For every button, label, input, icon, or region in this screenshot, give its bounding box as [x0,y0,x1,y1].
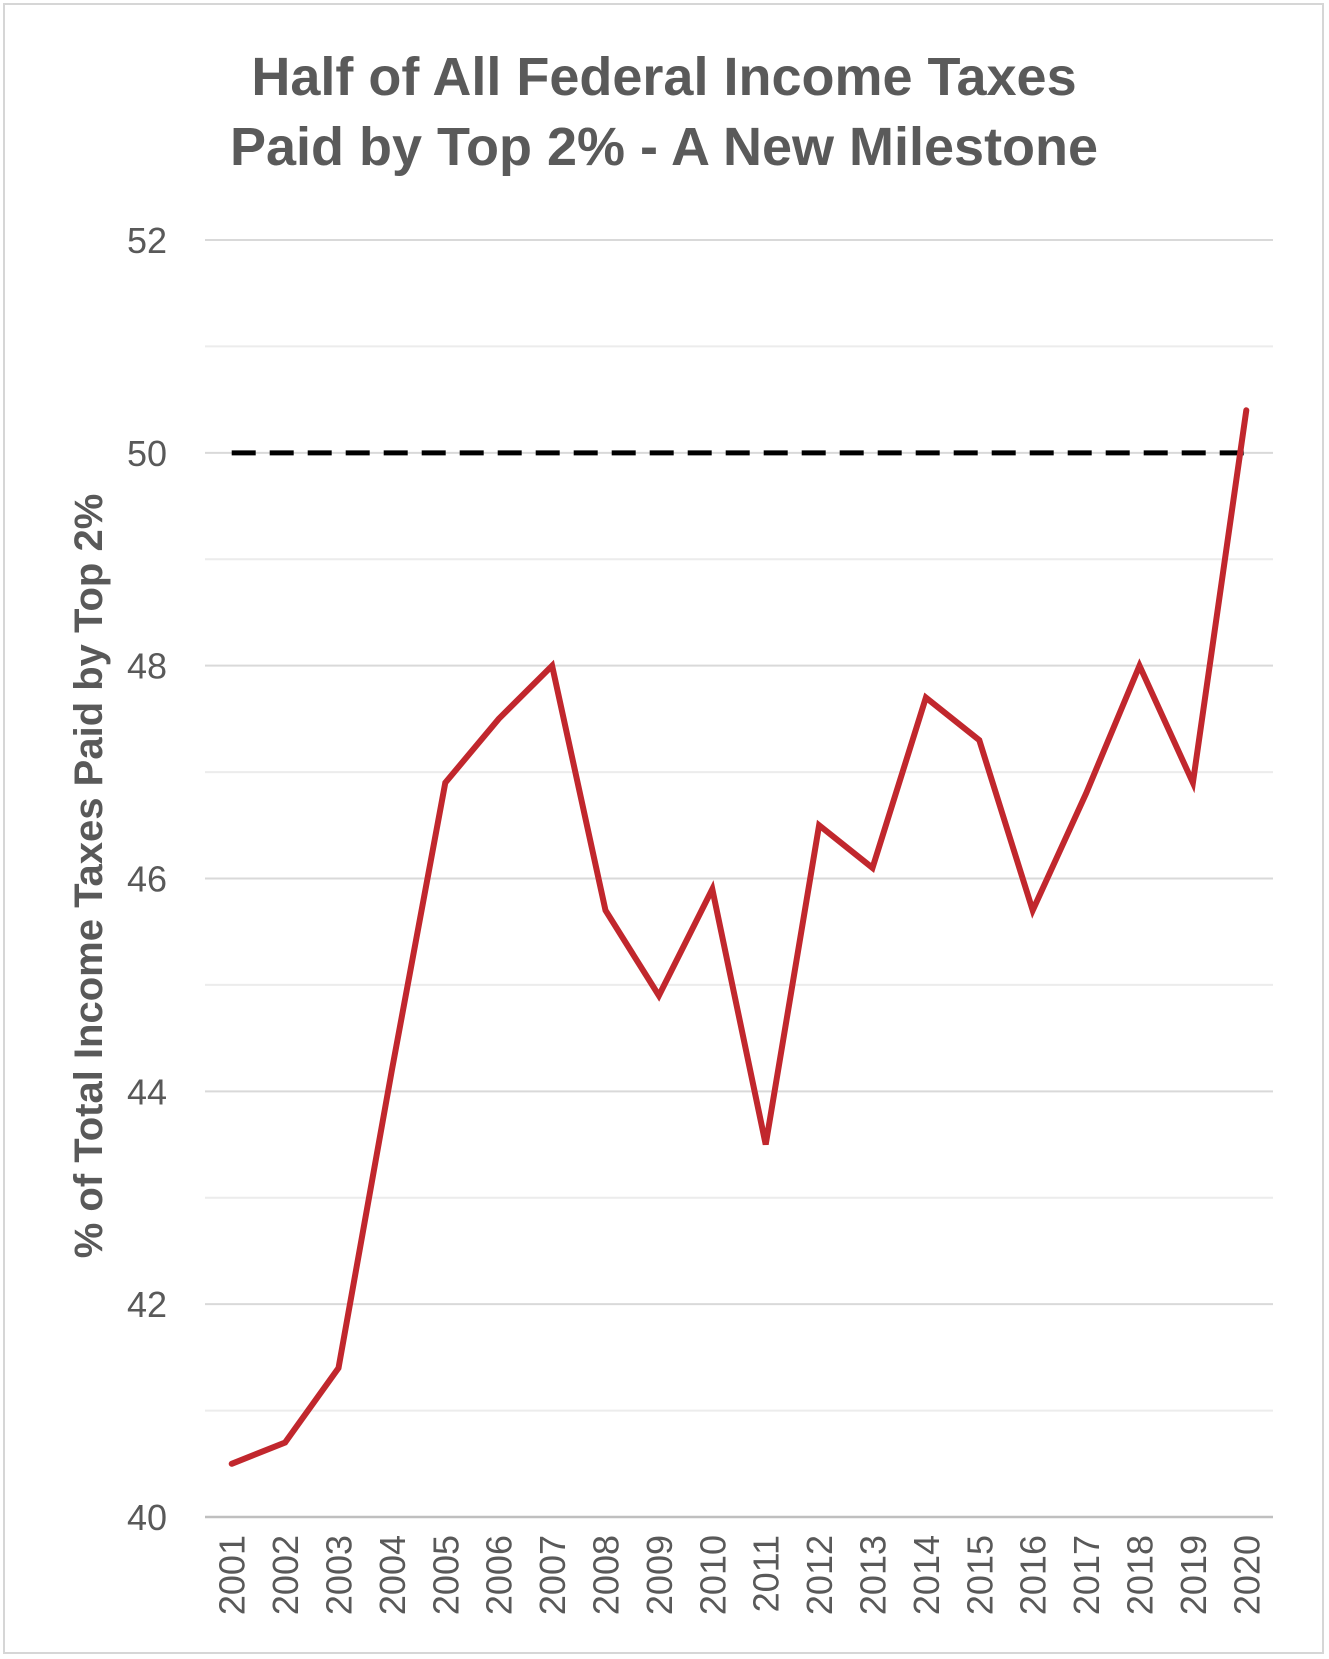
x-tick-label: 2011 [746,1535,787,1612]
y-axis-label: % of Total Income Taxes Paid by Top 2% [67,494,111,1259]
y-tick-label: 50 [127,433,167,474]
x-tick-label: 2020 [1226,1535,1267,1615]
chart-frame [3,3,1324,1654]
x-tick-label: 2008 [586,1535,627,1615]
y-tick-label: 52 [127,220,167,261]
x-tick-label: 2018 [1120,1535,1161,1615]
x-tick-label: 2017 [1066,1535,1107,1615]
x-tick-label: 2016 [1013,1535,1054,1615]
x-tick-label: 2005 [425,1535,466,1615]
x-tick-label: 2006 [479,1535,520,1615]
x-tick-label: 2015 [959,1535,1000,1615]
y-tick-label: 48 [127,646,167,687]
series-layer [228,407,1250,1467]
x-tick-label: 2014 [906,1535,947,1615]
chart-title-line-2: Paid by Top 2% - A New Milestone [230,117,1098,177]
y-tick-label: 40 [127,1497,167,1538]
x-tick-labels: 2001 2002 2003 2004 2005 2006 2007 2008 2009 2010… [212,1535,1268,1615]
grid-layer [205,239,1273,1519]
x-tick-label: 2009 [639,1535,680,1615]
x-tick-label: 2003 [319,1535,360,1615]
chart-title-line-1: Half of All Federal Income Taxes [251,47,1076,107]
x-tick-label: 2004 [372,1535,413,1615]
series-line-0 [228,407,1250,1467]
y-tick-label: 46 [127,859,167,900]
y-tick-labels: 40 42 44 46 48 50 52 [127,220,167,1538]
x-tick-label: 2002 [265,1535,306,1615]
x-tick-label: 2012 [799,1535,840,1615]
y-tick-label: 42 [127,1284,167,1325]
x-tick-label: 2013 [853,1535,894,1615]
x-tick-label: 2019 [1173,1535,1214,1615]
y-tick-label: 44 [127,1071,167,1112]
x-tick-label: 2007 [532,1535,573,1615]
x-tick-label: 2001 [212,1535,253,1615]
x-tick-label: 2010 [692,1535,733,1615]
